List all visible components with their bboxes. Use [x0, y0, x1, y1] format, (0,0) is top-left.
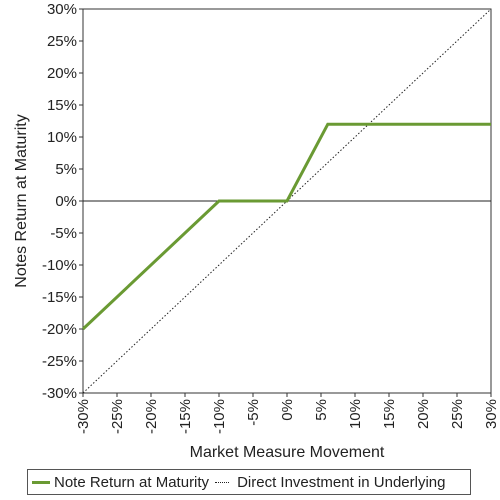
y-tick-label: 0% — [55, 193, 77, 210]
y-axis-ticks: 30% 25% 20% 15% 10% 5% 0% -5% -10% -15% -20% -25% -3… — [42, 1, 83, 402]
y-tick-label: 30% — [47, 1, 77, 18]
y-tick-label: -20% — [42, 321, 77, 338]
y-tick-label: -25% — [42, 353, 77, 370]
x-tick-label: 0% — [279, 399, 296, 421]
x-tick-label: 5% — [313, 399, 330, 421]
series-line-note-return — [81, 122, 491, 331]
y-tick-label: 5% — [55, 161, 77, 178]
y-tick-label: 20% — [47, 65, 77, 82]
y-tick-label: 25% — [47, 33, 77, 50]
x-tick-label: 20% — [415, 399, 432, 429]
x-tick-label: -5% — [245, 399, 262, 426]
x-tick-label: -30% — [75, 399, 92, 434]
legend: Note Return at Maturity Direct Investmen… — [27, 469, 471, 495]
x-tick-label: -15% — [177, 399, 194, 434]
x-tick-label: 30% — [483, 399, 500, 429]
legend-swatch-dotted — [215, 481, 230, 483]
legend-swatch-solid — [32, 480, 50, 484]
legend-label-note-return: Note Return at Maturity — [54, 473, 210, 491]
y-tick-label: 15% — [47, 97, 77, 114]
y-tick-label: -30% — [42, 385, 77, 402]
x-tick-label: 15% — [381, 399, 398, 429]
x-tick-label: 25% — [449, 399, 466, 429]
legend-label-direct-investment: Direct Investment in Underlying — [237, 473, 446, 491]
y-tick-label: 10% — [47, 129, 77, 146]
x-tick-label: -20% — [143, 399, 160, 434]
x-tick-label: -25% — [109, 399, 126, 434]
y-tick-label: -15% — [42, 289, 77, 306]
legend-item-direct-investment: Direct Investment in Underlying — [209, 474, 445, 491]
x-axis-title: Market Measure Movement — [190, 444, 385, 461]
legend-item-note-return: Note Return at Maturity — [28, 474, 209, 491]
y-tick-label: -10% — [42, 257, 77, 274]
x-tick-label: 10% — [347, 399, 364, 429]
y-axis-title: Notes Return at Maturity — [13, 114, 30, 287]
y-tick-label: -5% — [50, 225, 77, 242]
x-tick-label: -10% — [211, 399, 228, 434]
x-axis-ticks: -30% -25% -20% -15% -10% -5% 0% 5% 10% 15% 20% 25% 3… — [75, 393, 500, 434]
series-layer — [81, 8, 492, 394]
